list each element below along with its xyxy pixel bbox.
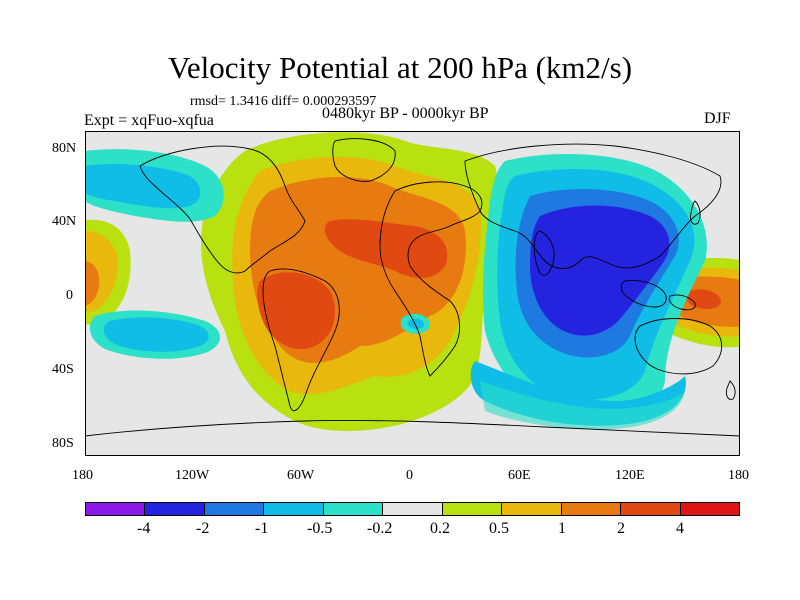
period-label: 0480kyr BP - 0000kyr BP xyxy=(322,105,489,122)
contour-neg-2 xyxy=(530,205,670,336)
contour-pacific-1 xyxy=(85,260,100,306)
colorbar-label: 2 xyxy=(617,520,625,537)
x-tick-60e: 60E xyxy=(508,468,531,483)
colorbar-cell xyxy=(561,503,622,515)
colorbar-label: 4 xyxy=(676,520,684,537)
x-tick-120e: 120E xyxy=(615,468,645,483)
colorbar-cell xyxy=(621,503,681,515)
contour-pos-2 xyxy=(324,219,448,278)
colorbar-cell xyxy=(383,503,443,515)
map-panel xyxy=(85,131,740,456)
contour-neg-south-0.2 xyxy=(480,381,685,430)
contour-pos-2b xyxy=(257,272,335,350)
map-title: Velocity Potential at 200 hPa (km2/s) xyxy=(167,50,633,85)
colorbar-cell xyxy=(680,503,739,515)
colorbar-cell xyxy=(502,503,562,515)
colorbar-label: -1 xyxy=(255,520,269,537)
x-tick-60w: 60W xyxy=(287,468,315,483)
x-tick-120w: 120W xyxy=(175,468,210,483)
colorbar-label: -0.5 xyxy=(307,520,333,537)
y-tick-40s: 40S xyxy=(52,362,74,377)
y-tick-80s: 80S xyxy=(52,436,74,451)
season-label: DJF xyxy=(704,110,731,127)
colorbar-cell xyxy=(264,503,324,515)
contour-nw-cyan2 xyxy=(85,164,201,209)
x-tick-0: 0 xyxy=(406,468,413,483)
contour-sw-cyan2 xyxy=(103,317,209,352)
colorbar-label: -2 xyxy=(196,520,210,537)
x-tick-180e: 180 xyxy=(728,468,749,483)
colorbar-label: 0.5 xyxy=(489,520,509,537)
colorbar-label: -0.2 xyxy=(367,520,393,537)
y-tick-80n: 80N xyxy=(52,141,77,156)
y-tick-40n: 40N xyxy=(52,214,77,229)
colorbar-cell xyxy=(145,503,205,515)
colorbar-cell xyxy=(86,503,146,515)
y-tick-0: 0 xyxy=(66,288,73,303)
experiment-label: Expt = xqFuo-xqfua xyxy=(84,112,214,129)
velocity-potential-map xyxy=(85,131,740,456)
colorbar-label: 0.2 xyxy=(430,520,450,537)
colorbar-label: -4 xyxy=(137,520,151,537)
contour-small-island-center xyxy=(407,318,424,329)
colorbar-label: 1 xyxy=(558,520,566,537)
colorbar-cell xyxy=(323,503,384,515)
coastlines xyxy=(85,138,740,437)
stats-text: rmsd= 1.3416 diff= 0.000293597 xyxy=(190,94,377,109)
x-tick-180w: 180 xyxy=(72,468,93,483)
colorbar xyxy=(85,502,740,516)
colorbar-cell xyxy=(204,503,265,515)
colorbar-cell xyxy=(442,503,503,515)
